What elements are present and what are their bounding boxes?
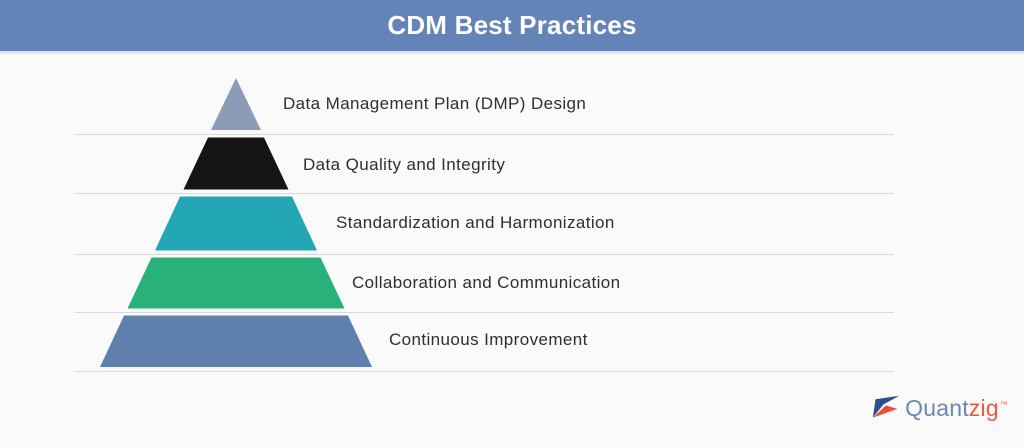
pyramid-layer-5-shape [100,315,372,367]
pyramid-layer-3-shape [155,196,317,251]
logo-text-quant: Quant [905,394,969,421]
layer-label-continuous-improvement: Continuous Improvement [389,330,588,349]
trademark-symbol: ™ [999,399,1008,409]
divider-line [75,312,894,313]
pyramid-layer-4-shape [127,257,345,309]
header-banner: CDM Best Practices [0,0,1024,54]
layer-label-collaboration: Collaboration and Communication [352,273,621,292]
page-title: CDM Best Practices [387,10,637,40]
layer-label-data-quality: Data Quality and Integrity [303,155,506,174]
pyramid-layer-2-shape [183,137,289,190]
layer-label-standardization: Standardization and Harmonization [336,213,615,232]
quantzig-logo-text: Quant zig ™ [905,395,1008,422]
layer-label-dmp-design: Data Management Plan (DMP) Design [283,94,587,113]
divider-line [75,254,894,255]
pyramid-layer-1-shape [211,78,261,130]
divider-line [75,371,894,372]
quantzig-logo: Quant zig ™ [870,392,1008,424]
logo-text-zig: zig [968,394,999,421]
divider-line [75,193,894,194]
quantzig-logo-icon [873,395,900,418]
divider-line [75,134,894,135]
